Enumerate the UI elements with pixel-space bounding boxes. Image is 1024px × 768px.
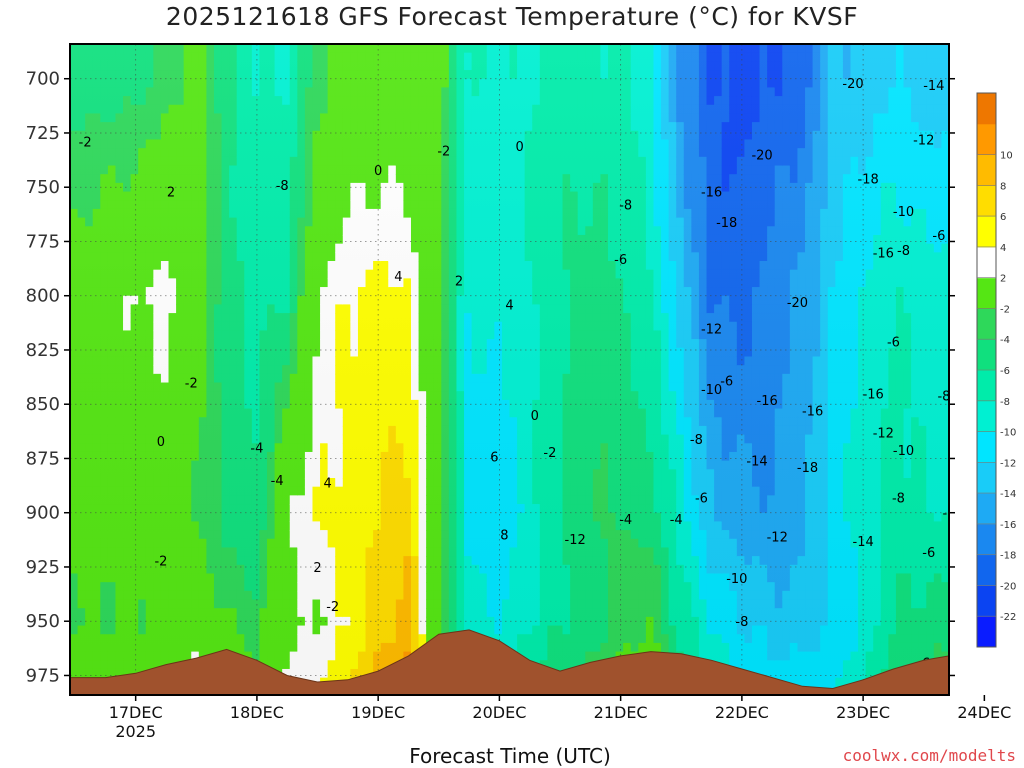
temperature-field xyxy=(70,44,949,695)
chart-title: 2025121618 GFS Forecast Temperature (°C)… xyxy=(165,2,859,31)
